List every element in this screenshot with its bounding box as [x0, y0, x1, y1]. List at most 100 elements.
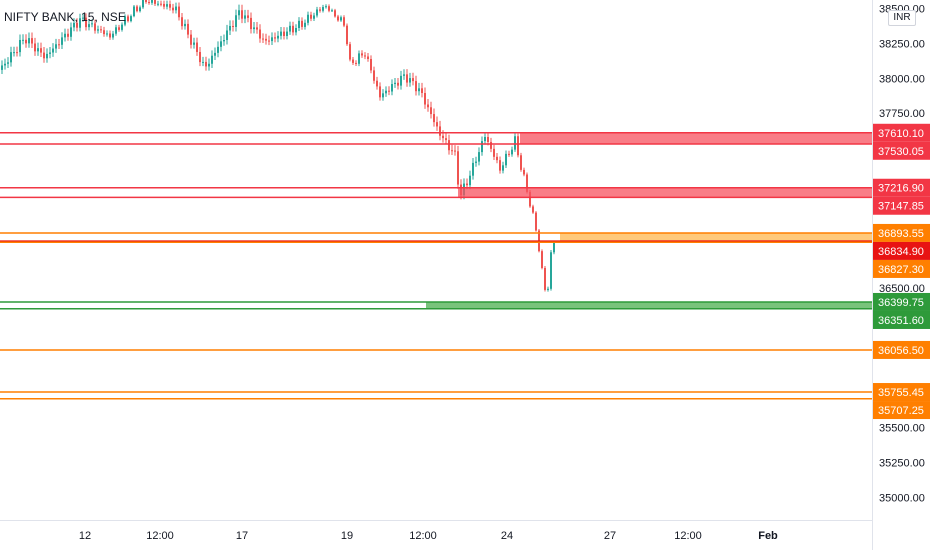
candle-body — [136, 6, 138, 12]
candle-body — [58, 44, 60, 46]
zone-rect — [426, 301, 872, 309]
y-tick-label: 37750.00 — [879, 108, 925, 120]
candle-body — [217, 46, 219, 53]
candle-body — [37, 48, 39, 52]
candle-body — [310, 14, 312, 19]
candle-body — [265, 38, 267, 41]
candle-body — [178, 6, 180, 18]
x-tick-label: 12:00 — [146, 530, 174, 542]
candle-body — [247, 15, 249, 18]
candle-body — [469, 175, 471, 186]
candle-body — [52, 48, 54, 53]
candle-body — [196, 42, 198, 52]
y-tick-label: 35500.00 — [879, 423, 925, 435]
candle-body — [319, 9, 321, 11]
candle-body — [394, 82, 396, 85]
candle-body — [400, 75, 402, 86]
candle-body — [505, 153, 507, 166]
candle-body — [133, 6, 135, 17]
candle-body — [412, 78, 414, 82]
candle-body — [553, 242, 555, 253]
candle-body — [526, 174, 528, 192]
candle-body — [268, 40, 270, 42]
candle-body — [82, 17, 84, 19]
candle-body — [115, 27, 117, 34]
price-label-box — [873, 123, 930, 142]
candle-body — [274, 37, 276, 39]
candle-body — [370, 58, 372, 71]
candle-body — [343, 17, 345, 26]
x-tick-label: 19 — [341, 530, 353, 542]
candle-body — [301, 20, 303, 27]
candle-body — [130, 16, 132, 22]
candle-body — [94, 23, 96, 31]
candle-body — [202, 61, 204, 63]
candle-body — [226, 30, 228, 41]
candle-body — [337, 16, 339, 21]
x-tick-label: 24 — [501, 530, 513, 542]
candle-body — [64, 33, 66, 38]
candle-body — [415, 81, 417, 92]
candle-body — [235, 15, 237, 27]
y-tick-label: 36500.00 — [879, 283, 925, 295]
price-label-box — [873, 401, 930, 420]
candle-body — [364, 55, 366, 57]
candle-body — [229, 26, 231, 31]
candle-body — [514, 136, 516, 150]
price-label-box — [873, 196, 930, 215]
candle-body — [28, 38, 30, 44]
candle-body — [397, 82, 399, 86]
candle-body — [406, 74, 408, 83]
candle-body — [466, 183, 468, 186]
candle-body — [13, 52, 15, 54]
x-tick-label: 17 — [236, 530, 248, 542]
price-label: 36351.60 — [878, 315, 924, 327]
candle-body — [535, 212, 537, 231]
candle-body — [187, 23, 189, 35]
candle-body — [148, 2, 150, 4]
price-label: 37147.85 — [878, 201, 924, 213]
candle-body — [61, 37, 63, 45]
candle-body — [208, 63, 210, 67]
candle-body — [382, 93, 384, 98]
candle-body — [292, 25, 294, 33]
candle-body — [199, 51, 201, 63]
candle-body — [295, 28, 297, 33]
price-label: 36893.55 — [878, 228, 924, 240]
candle-body — [532, 206, 534, 213]
candle-body — [109, 33, 111, 38]
candle-body — [172, 7, 174, 11]
candle-body — [490, 141, 492, 149]
candle-body — [106, 33, 108, 35]
candle-body — [283, 31, 285, 37]
candle-body — [433, 114, 435, 123]
candle-body — [145, 0, 147, 3]
price-label-box — [873, 340, 930, 359]
candle-body — [403, 74, 405, 76]
candle-body — [442, 135, 444, 139]
candle-body — [49, 52, 51, 54]
symbol-title[interactable]: NIFTY BANK, 15, NSE — [4, 10, 126, 24]
candle-body — [427, 104, 429, 108]
candle-body — [16, 52, 18, 54]
price-label: 36834.90 — [878, 246, 924, 258]
candle-body — [367, 56, 369, 59]
candle-body — [424, 93, 426, 105]
x-tick-label: 12:00 — [409, 530, 437, 542]
candle-body — [550, 252, 552, 289]
candle-body — [355, 62, 357, 64]
candle-body — [259, 29, 261, 39]
candle-body — [334, 10, 336, 17]
candle-body — [349, 44, 351, 60]
candle-body — [22, 39, 24, 41]
candle-body — [256, 27, 258, 30]
candle-body — [487, 136, 489, 142]
price-label-box — [873, 259, 930, 278]
candle-body — [7, 62, 9, 64]
candle-body — [232, 26, 234, 28]
currency-button[interactable]: INR — [888, 10, 916, 26]
candle-body — [118, 27, 120, 30]
candle-body — [79, 18, 81, 28]
price-label-box — [873, 223, 930, 242]
